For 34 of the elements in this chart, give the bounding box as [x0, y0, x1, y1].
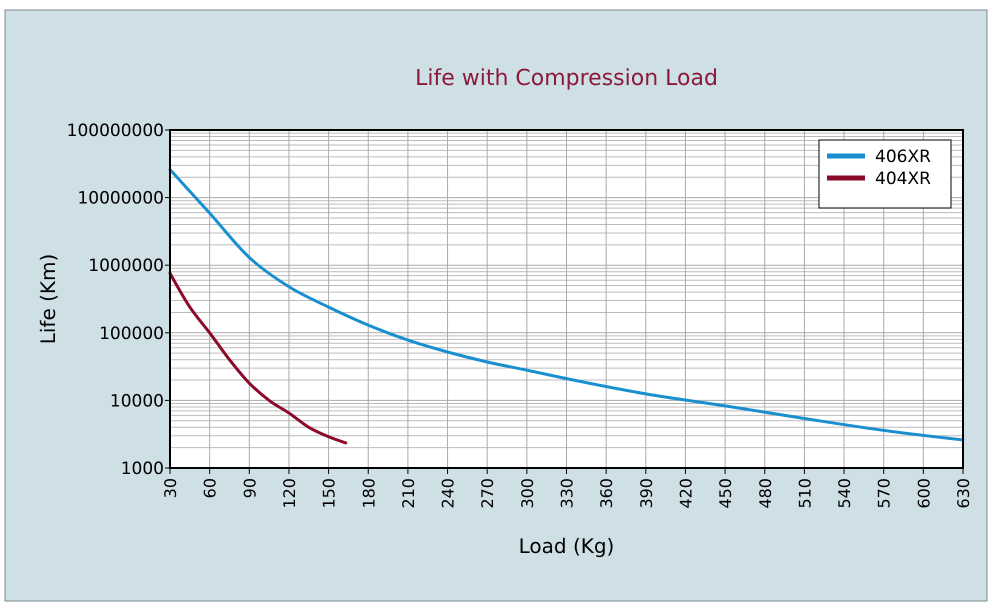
- x-tick-label: 600: [914, 478, 934, 509]
- y-tick-label: 100000000: [66, 120, 164, 141]
- chart-title: Life with Compression Load: [415, 66, 718, 91]
- y-tick-label: 10000000: [77, 188, 164, 209]
- x-tick-label: 360: [597, 478, 616, 509]
- y-tick-label: 100000: [99, 324, 164, 344]
- x-tick-label: 330: [558, 478, 576, 509]
- x-tick-label: 120: [280, 478, 299, 509]
- x-tick-label: 390: [636, 478, 656, 509]
- x-tick-label: 30: [161, 478, 180, 498]
- legend-label: 404XR: [875, 169, 932, 189]
- y-tick-label: 10000: [110, 391, 164, 412]
- x-tick-label: 90: [240, 478, 260, 498]
- x-tick-label: 150: [320, 478, 339, 509]
- x-tick-label: 510: [795, 478, 814, 509]
- x-tick-label: 540: [835, 478, 854, 509]
- x-tick-label: 270: [478, 478, 498, 509]
- x-tick-label: 300: [518, 478, 537, 509]
- y-axis-title: Life (Km): [36, 254, 60, 344]
- x-tick-label: 210: [398, 478, 418, 509]
- x-tick-label: 60: [200, 478, 220, 498]
- y-tick-label: 1000: [120, 458, 164, 479]
- x-tick-label: 180: [359, 478, 378, 509]
- x-tick-label: 240: [438, 478, 458, 509]
- x-axis-title: Load (Kg): [518, 534, 614, 558]
- x-tick-label: 450: [716, 478, 736, 509]
- line-series: [168, 272, 348, 444]
- x-tick-label: 480: [756, 478, 775, 509]
- line-series: [168, 168, 964, 442]
- y-tick-label: 1000000: [88, 256, 164, 276]
- x-tick-label: 630: [954, 478, 973, 509]
- legend-label: 406XR: [875, 147, 932, 167]
- x-tick-label: 570: [874, 478, 894, 509]
- x-tick-label: 420: [676, 478, 696, 509]
